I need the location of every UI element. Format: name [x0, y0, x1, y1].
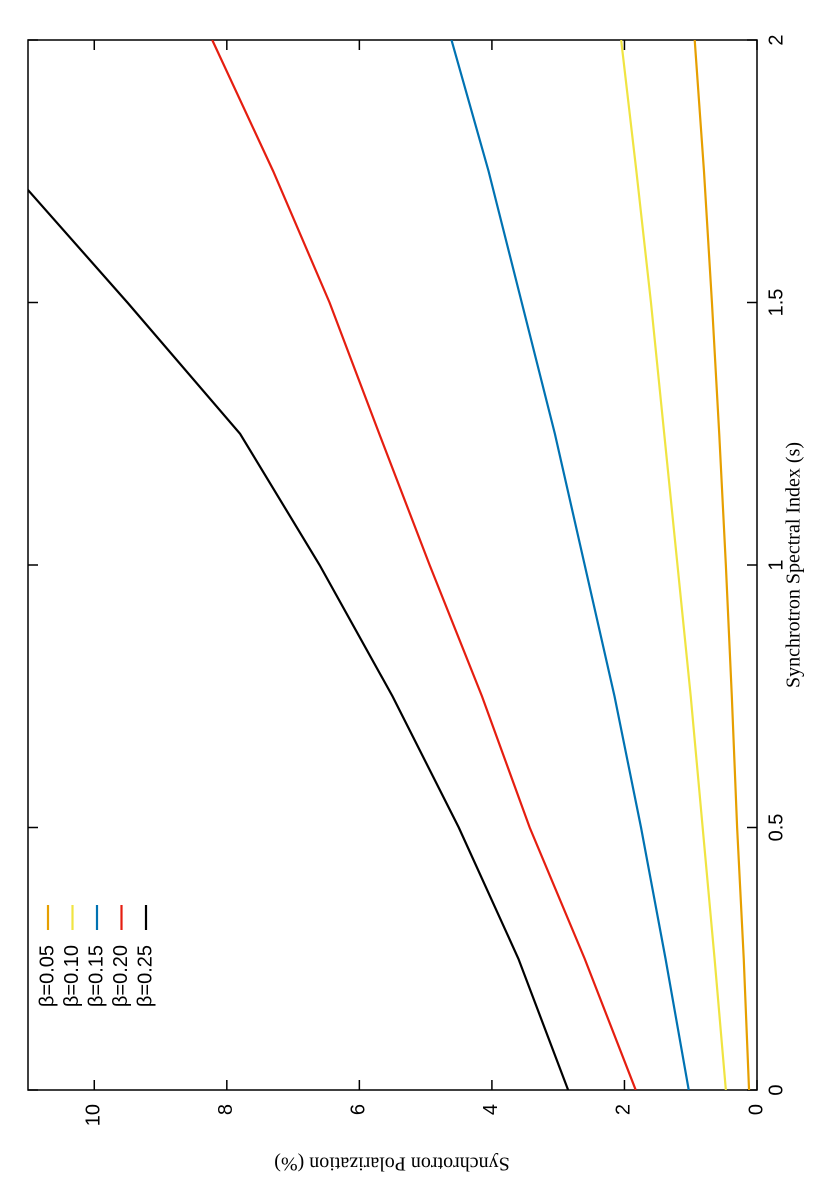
y-tick-label: 6 [348, 1104, 370, 1115]
y-tick-label: 0 [745, 1104, 767, 1115]
x-tick-label: 1.5 [765, 289, 787, 317]
y-axis-label: Synchrotron Polarization (%) [274, 1152, 510, 1174]
x-tick-label: 0 [765, 1084, 787, 1095]
legend-label: β=0.05 [36, 945, 58, 1007]
series-line [693, 40, 751, 1090]
legend-label: β=0.15 [85, 945, 107, 1007]
y-tick-label: 10 [83, 1104, 105, 1126]
x-tick-label: 2 [765, 34, 787, 45]
legend-label: β=0.20 [110, 945, 132, 1007]
y-tick-label: 8 [215, 1104, 237, 1115]
series-line [211, 40, 637, 1090]
y-tick-label: 4 [480, 1104, 502, 1115]
series-line [450, 40, 690, 1090]
series-line [620, 40, 727, 1090]
legend-label: β=0.10 [61, 945, 83, 1007]
legend-label: β=0.25 [134, 945, 156, 1007]
y-tick-label: 2 [613, 1104, 635, 1115]
series-line [28, 188, 570, 1090]
x-tick-label: 1 [765, 559, 787, 570]
x-axis-label: Synchrotron Spectral Index (s) [783, 442, 805, 688]
plot-frame [27, 39, 758, 1091]
x-tick-label: 0.5 [765, 814, 787, 842]
